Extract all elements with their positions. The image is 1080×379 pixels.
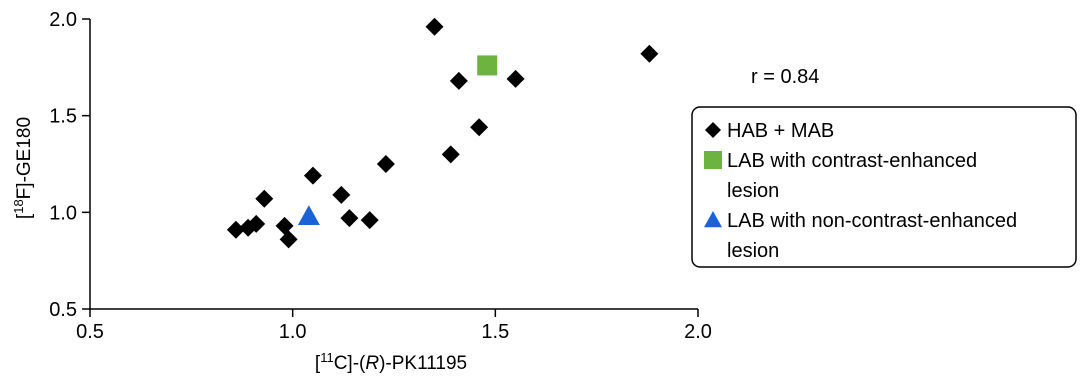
data-point [332, 185, 351, 204]
x-axis-label: [11C]-(R)-PK11195 [315, 350, 467, 374]
correlation-annotation: r = 0.84 [751, 66, 819, 88]
data-point [279, 230, 298, 249]
ticks: 0.5 1.0 1.5 2.0 0.5 1.0 1.5 2.0 [49, 9, 712, 343]
data-point [376, 155, 395, 173]
data-point [226, 220, 245, 239]
axes [89, 19, 698, 310]
legend-box [691, 106, 1077, 268]
data-point [340, 209, 359, 228]
legend-marker [705, 122, 721, 138]
x-tick-label: 2.0 [684, 321, 712, 343]
data-point [470, 118, 489, 137]
data-point [275, 216, 294, 235]
y-axis-label: [18F]-GE180 [11, 117, 35, 219]
legend-label: HAB + MAB [727, 120, 834, 142]
data-points [226, 17, 659, 249]
data-point [360, 211, 379, 230]
legend-marker [704, 151, 722, 169]
x-tick-label: 1.0 [279, 321, 307, 343]
data-point [425, 17, 444, 36]
y-tick-label: 1.0 [49, 202, 77, 224]
y-tick-label: 0.5 [49, 299, 77, 321]
data-point [255, 189, 274, 208]
data-point [640, 44, 659, 63]
legend-label: LAB with non-contrast-enhanced lesion [727, 210, 1017, 262]
data-point [441, 145, 460, 164]
y-tick-label: 2.0 [49, 9, 77, 31]
data-point [297, 205, 320, 225]
legend: HAB + MAB LAB with contrast-enhanced lesio… [691, 106, 1077, 268]
data-point [247, 214, 266, 233]
data-point [506, 69, 525, 88]
data-point [303, 166, 322, 185]
x-tick-label: 0.5 [76, 321, 104, 343]
legend-marker [704, 211, 722, 228]
y-tick-label: 1.5 [49, 106, 77, 128]
data-point [477, 55, 498, 76]
x-tick-label: 1.5 [481, 321, 509, 343]
legend-label: LAB with contrast-enhanced lesion [727, 150, 977, 202]
data-point [449, 71, 468, 90]
